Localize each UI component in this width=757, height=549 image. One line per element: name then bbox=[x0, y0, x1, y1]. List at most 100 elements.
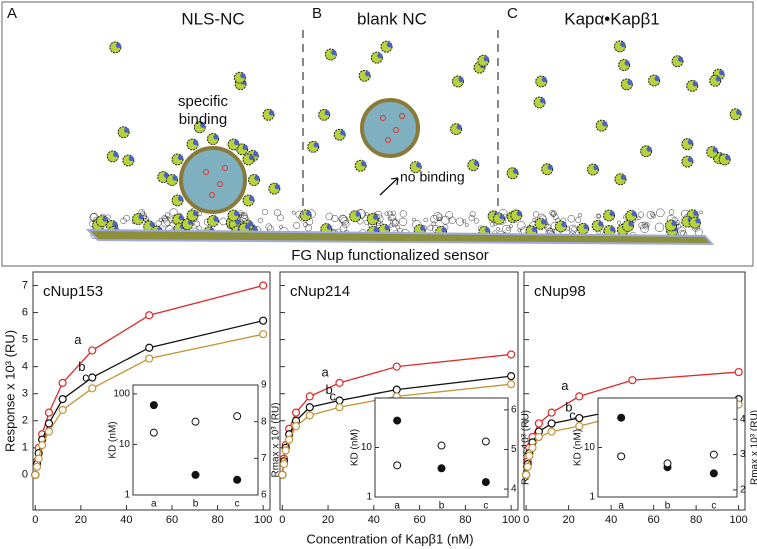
cargo bbox=[399, 113, 405, 119]
data-point bbox=[88, 346, 97, 355]
panel-letter: A bbox=[7, 5, 17, 22]
rmax-point bbox=[149, 428, 158, 437]
data-point bbox=[305, 392, 314, 401]
data-point bbox=[145, 311, 154, 320]
fg-nup bbox=[340, 217, 349, 226]
plot-frame bbox=[32, 271, 271, 511]
kap-alpha bbox=[583, 224, 589, 230]
y-tick-label: 7 bbox=[22, 279, 28, 291]
fg-nup bbox=[441, 215, 451, 225]
kd-point bbox=[617, 413, 626, 422]
kap-alpha bbox=[313, 142, 319, 148]
plot-frame bbox=[523, 271, 746, 511]
data-point bbox=[575, 413, 584, 423]
x-tick-label: 20 bbox=[322, 514, 334, 526]
cargo bbox=[217, 181, 223, 187]
series-label: b bbox=[565, 399, 572, 414]
x-axis-label: Concentration of Kapβ1 (nM) bbox=[306, 531, 473, 546]
diagram-art bbox=[88, 40, 742, 240]
nanocarrier bbox=[360, 98, 420, 158]
cargo bbox=[393, 127, 399, 133]
kd-point bbox=[191, 470, 200, 479]
rmax-point bbox=[663, 459, 672, 468]
kap-alpha bbox=[736, 109, 742, 115]
fg-nup bbox=[656, 208, 665, 218]
kap-alpha bbox=[252, 225, 258, 232]
inset-y-tick-label: 10 bbox=[361, 442, 373, 453]
x-tick-label: 60 bbox=[648, 514, 660, 526]
kap-alpha bbox=[355, 211, 361, 217]
fg-nup bbox=[304, 224, 312, 232]
x-tick-label: 80 bbox=[690, 514, 702, 526]
data-point bbox=[281, 446, 290, 455]
kap-alpha bbox=[233, 210, 240, 217]
kap-alpha bbox=[456, 124, 462, 130]
inset-y2-tick-label: 3 bbox=[740, 449, 746, 460]
inset-category: b bbox=[665, 501, 671, 512]
kap-alpha bbox=[677, 56, 684, 62]
fg-nup bbox=[257, 217, 264, 224]
kd-point bbox=[233, 475, 242, 484]
fg-nup bbox=[384, 211, 389, 216]
data-point bbox=[34, 454, 43, 463]
series-label: a bbox=[561, 378, 569, 393]
inset-category: c bbox=[235, 499, 240, 510]
kap-alpha bbox=[177, 154, 184, 161]
inset-y2-tick-label: 4 bbox=[740, 414, 746, 425]
inset-y2-tick-label: 6 bbox=[511, 405, 517, 416]
kap-alpha bbox=[244, 223, 250, 230]
cargo bbox=[203, 169, 209, 175]
kap-alpha bbox=[654, 75, 660, 82]
data-point bbox=[44, 408, 54, 417]
kap-alpha bbox=[416, 162, 422, 168]
cargo bbox=[222, 165, 228, 171]
fg-nup bbox=[169, 208, 178, 217]
y-tick-label: 6 bbox=[22, 306, 28, 318]
fg-nup bbox=[517, 221, 526, 230]
fg-nup bbox=[641, 221, 648, 228]
fg-nup bbox=[468, 215, 475, 222]
series-label: a bbox=[322, 364, 330, 379]
inset-y2-tick-label: 8 bbox=[261, 416, 267, 427]
kap-alpha bbox=[112, 221, 118, 227]
kap-alpha bbox=[693, 210, 699, 216]
data-point bbox=[547, 419, 556, 428]
kap-alpha bbox=[531, 226, 537, 232]
panel-title: Kapα•Kapβ1 bbox=[564, 9, 660, 28]
fg-nup bbox=[423, 217, 428, 223]
kap-alpha bbox=[248, 154, 255, 161]
fg-nup bbox=[387, 216, 392, 221]
kap-alpha bbox=[192, 139, 199, 146]
data-point bbox=[305, 403, 314, 412]
fg-nup bbox=[464, 223, 469, 227]
x-tick-label: 20 bbox=[75, 514, 87, 526]
kap-alpha bbox=[539, 97, 546, 104]
kap-alpha bbox=[274, 184, 280, 190]
fg-nup bbox=[489, 222, 495, 227]
data-point bbox=[58, 395, 67, 404]
inset-y2-tick-label: 6 bbox=[261, 490, 267, 501]
x-tick-label: 0 bbox=[279, 514, 285, 526]
inset-y-tick-label: 10 bbox=[119, 439, 131, 450]
kap-alpha bbox=[233, 139, 240, 146]
cargo bbox=[380, 115, 386, 121]
data-point bbox=[44, 419, 54, 428]
fg-nup bbox=[338, 214, 347, 223]
y-tick-label: 1 bbox=[22, 442, 28, 454]
fg-nup bbox=[505, 227, 510, 231]
chart-title: cNup214 bbox=[290, 283, 350, 300]
kap-alpha bbox=[128, 155, 134, 162]
rmax-point bbox=[617, 452, 626, 461]
kap-alpha bbox=[163, 172, 169, 178]
inset-y-tick-label: 1 bbox=[124, 490, 130, 501]
fg-nup bbox=[273, 209, 282, 217]
kap-alpha bbox=[124, 127, 130, 133]
x-tick-label: 0 bbox=[523, 514, 529, 526]
inset-y2-tick-label: 2 bbox=[740, 485, 746, 496]
fg-nup bbox=[550, 211, 556, 218]
kap-alpha bbox=[620, 41, 626, 48]
data-point bbox=[279, 459, 289, 469]
inset-y2-tick-label: 4 bbox=[511, 484, 517, 495]
kap-alpha bbox=[624, 60, 630, 66]
fg-nup bbox=[437, 216, 442, 222]
